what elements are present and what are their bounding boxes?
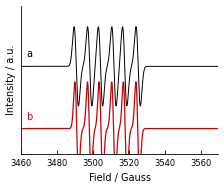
X-axis label: Field / Gauss: Field / Gauss	[89, 174, 151, 184]
Text: b: b	[26, 112, 33, 122]
Text: a: a	[26, 49, 32, 59]
Y-axis label: Intensity / a.u.: Intensity / a.u.	[6, 45, 15, 115]
